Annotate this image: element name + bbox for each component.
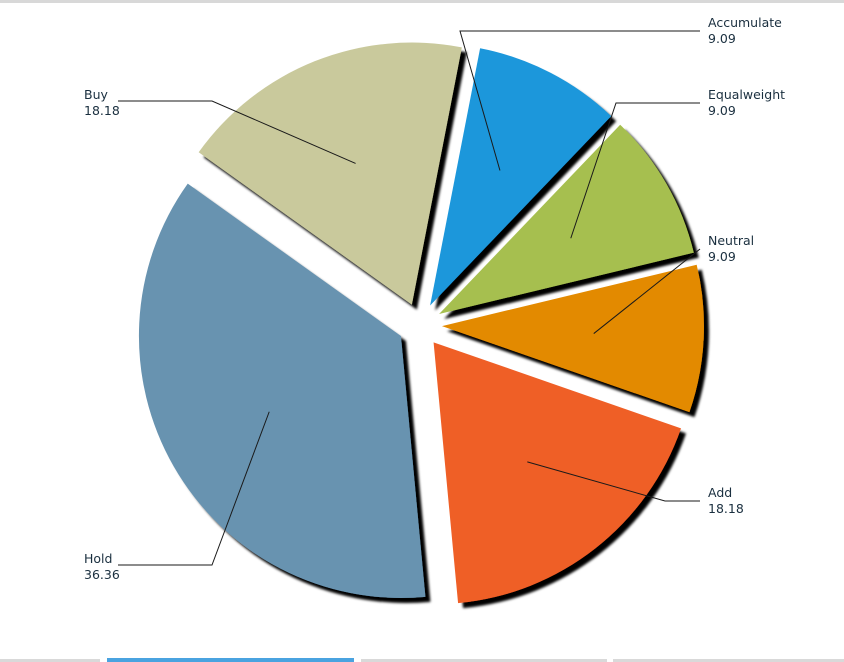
pie-slice-add[interactable] xyxy=(433,342,682,604)
top-border xyxy=(0,0,844,3)
pie-chart-svg: Accumulate 9.09 Equalweight 9.09 Neutral 9.09… xyxy=(84,15,785,604)
bottom-tab-strip xyxy=(0,656,844,662)
tab-2[interactable] xyxy=(107,658,354,662)
leader-line-equalweight xyxy=(570,102,700,239)
pie-chart: Accumulate 9.09 Equalweight 9.09 Neutral 9.09… xyxy=(0,3,844,655)
tab-3[interactable] xyxy=(361,659,607,662)
tab-4[interactable] xyxy=(613,659,844,662)
leader-line-neutral xyxy=(593,248,701,334)
pie-slice-buy[interactable] xyxy=(198,42,462,305)
slice-label-buy: Buy 18.18 xyxy=(84,87,120,118)
leader-line-buy xyxy=(118,100,356,164)
pie-slice-hold[interactable] xyxy=(138,183,426,598)
slice-label-accumulate: Accumulate 9.09 xyxy=(708,15,782,46)
slice-label-neutral: Neutral 9.09 xyxy=(708,233,754,264)
slice-label-hold: Hold 36.36 xyxy=(84,551,120,582)
leader-line-accumulate xyxy=(459,30,700,171)
pie-slice-neutral[interactable] xyxy=(441,264,704,413)
slice-label-add: Add 18.18 xyxy=(708,485,744,516)
leader-line-hold xyxy=(118,411,270,566)
slice-label-equalweight: Equalweight 9.09 xyxy=(708,87,785,118)
leader-line-add xyxy=(527,461,700,502)
pie-slice-equalweight[interactable] xyxy=(439,124,694,315)
pie-slice-accumulate[interactable] xyxy=(430,48,612,306)
tab-1[interactable] xyxy=(0,659,100,662)
